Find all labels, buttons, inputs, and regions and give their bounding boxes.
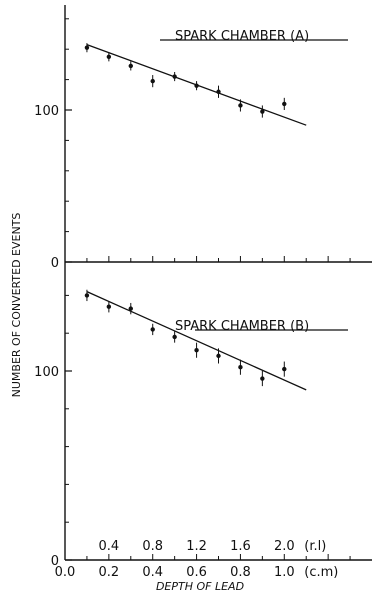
data-point bbox=[150, 327, 155, 332]
x-axis-label: DEPTH OF LEAD bbox=[156, 580, 244, 593]
data-point bbox=[128, 306, 133, 311]
y-tick-label: 100 bbox=[34, 104, 59, 119]
data-point bbox=[128, 63, 133, 69]
x-tick-label-cm: 0.0 bbox=[55, 565, 76, 580]
x-unit-rl: (r.l) bbox=[304, 539, 326, 554]
y-tick-label: 0 bbox=[51, 256, 59, 271]
panels: 0 100 SPARK CHAMBER (A) 0 100 SPARK CHAMBER (… bbox=[34, 5, 372, 580]
x-tick-label-cm: 0.8 bbox=[230, 565, 251, 580]
x-tick-label-cm: 0.4 bbox=[142, 565, 163, 580]
panel-b: 0 100 SPARK CHAMBER (B) 0.4 0.8 1.2 1.6 2.0 (r.l… bbox=[34, 262, 372, 580]
data-point bbox=[150, 78, 155, 84]
x-tick-label-rl: 1.2 bbox=[186, 539, 207, 554]
x-tick-label-rl: 2.0 bbox=[274, 539, 295, 554]
x-tick-label-rl: 1.6 bbox=[230, 539, 251, 554]
y-axis-label: NUMBER OF CONVERTED EVENTS bbox=[10, 213, 23, 398]
chart-title: SPARK CHAMBER (A) bbox=[175, 29, 309, 44]
data-point bbox=[260, 376, 265, 381]
data-point bbox=[282, 101, 287, 107]
y-tick-label: 100 bbox=[34, 365, 59, 380]
x-unit-cm: (c.m) bbox=[304, 565, 338, 580]
data-point bbox=[194, 83, 199, 88]
data-point bbox=[238, 365, 243, 370]
data-point bbox=[172, 74, 177, 79]
x-tick-label-cm: 0.2 bbox=[99, 565, 120, 580]
data-point bbox=[106, 54, 112, 59]
data-point bbox=[216, 353, 221, 359]
data-point bbox=[282, 366, 287, 372]
x-tick-label-rl: 0.4 bbox=[99, 539, 120, 554]
x-tick-label-cm: 1.0 bbox=[274, 565, 295, 580]
y-tick-label: 0 bbox=[51, 554, 59, 569]
data-point bbox=[216, 89, 221, 94]
data-point bbox=[106, 304, 112, 309]
data-point bbox=[84, 293, 90, 298]
chart-title: SPARK CHAMBER (B) bbox=[175, 319, 309, 334]
data-point bbox=[238, 103, 243, 108]
data-point bbox=[84, 45, 90, 50]
data-point bbox=[172, 334, 177, 340]
panel-a: 0 100 SPARK CHAMBER (A) bbox=[34, 5, 372, 271]
data-point bbox=[260, 109, 265, 114]
fit-line bbox=[86, 291, 307, 391]
x-tick-label-rl: 0.8 bbox=[142, 539, 163, 554]
x-tick-label-cm: 0.6 bbox=[186, 565, 207, 580]
data-point bbox=[194, 348, 199, 353]
